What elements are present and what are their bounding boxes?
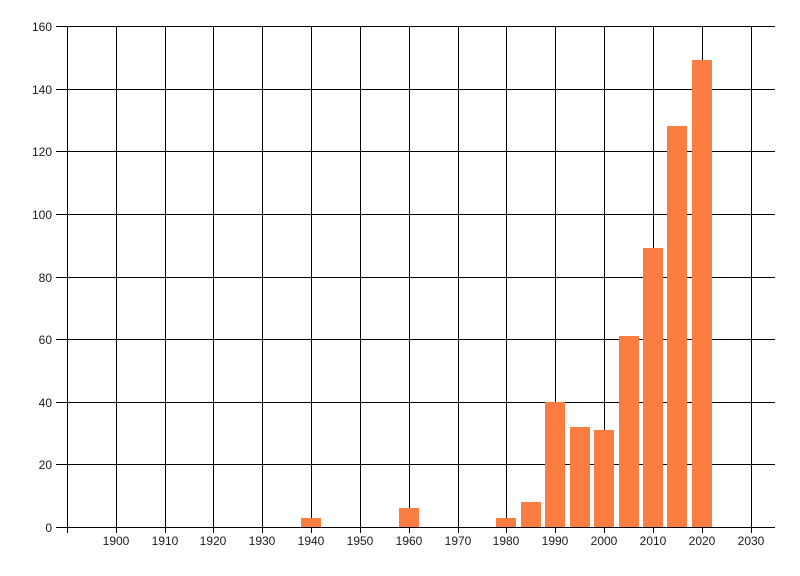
x-tick-label: 1910	[151, 534, 179, 548]
x-gridline	[751, 26, 752, 533]
y-gridline	[56, 26, 775, 27]
y-gridline	[56, 277, 775, 278]
y-tick-label: 0	[45, 521, 52, 535]
x-tick-label: 1980	[492, 534, 520, 548]
y-tick-label: 20	[38, 458, 52, 472]
y-gridline	[56, 89, 775, 90]
x-gridline	[262, 26, 263, 533]
bar-2010	[643, 248, 663, 527]
x-tick-label: 1930	[248, 534, 276, 548]
x-tick-label: 2020	[688, 534, 716, 548]
y-tick-label: 140	[31, 83, 52, 97]
x-axis-line	[56, 527, 775, 528]
y-tick-label: 80	[38, 271, 52, 285]
x-tick-label: 1970	[444, 534, 472, 548]
x-gridline	[458, 26, 459, 533]
x-gridline	[604, 26, 605, 533]
x-tick-label: 1990	[541, 534, 569, 548]
x-tick-label: 1920	[199, 534, 227, 548]
bar-1960	[399, 508, 419, 527]
y-gridline	[56, 339, 775, 340]
y-gridline	[56, 151, 775, 152]
y-tick-label: 100	[31, 208, 52, 222]
bar-2020	[692, 60, 712, 527]
y-tick-label: 120	[31, 145, 52, 159]
bar-1940	[301, 518, 321, 527]
x-gridline	[165, 26, 166, 533]
y-gridline	[56, 214, 775, 215]
x-tick-label: 1950	[346, 534, 374, 548]
y-tick-label: 60	[38, 333, 52, 347]
x-gridline	[506, 26, 507, 533]
bar-2000	[594, 430, 614, 527]
x-gridline	[555, 26, 556, 533]
x-gridline	[213, 26, 214, 533]
bar-1990	[545, 402, 565, 527]
bar-1995	[570, 427, 590, 527]
x-tick-label: 1960	[395, 534, 423, 548]
x-tick-label: 2000	[590, 534, 618, 548]
y-gridline	[56, 464, 775, 465]
y-axis-line	[67, 26, 68, 527]
x-gridline	[409, 26, 410, 533]
x-tick-label: 2030	[737, 534, 765, 548]
y-gridline	[56, 402, 775, 403]
x-tick-label: 2010	[639, 534, 667, 548]
x-tick-label: 1900	[102, 534, 130, 548]
bar-1980	[496, 518, 516, 527]
y-tick-label: 40	[38, 396, 52, 410]
x-gridline	[116, 26, 117, 533]
bar-2005	[619, 336, 639, 527]
bar-1985	[521, 502, 541, 527]
y-tick-label: 160	[31, 20, 52, 34]
x-gridline	[360, 26, 361, 533]
bar-2015	[667, 126, 687, 527]
x-tick-label: 1940	[297, 534, 325, 548]
x-gridline	[311, 26, 312, 533]
